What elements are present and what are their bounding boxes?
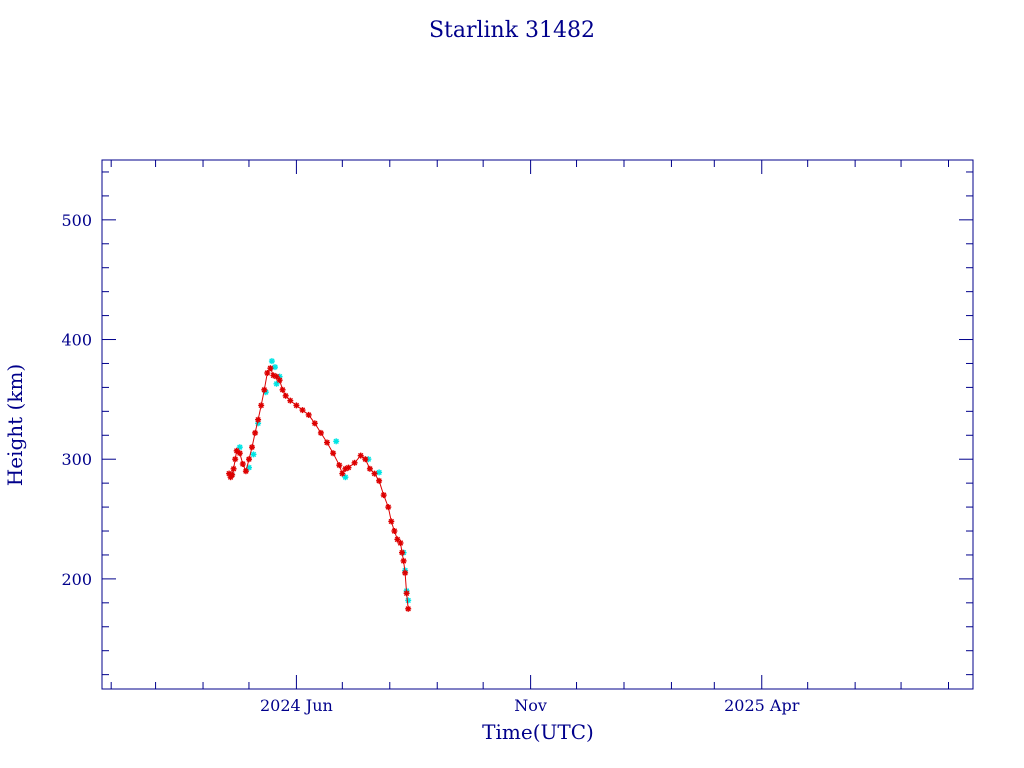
x-tick-label: 2024 Jun [260,696,333,715]
data-point [299,407,306,414]
data-point [357,452,364,459]
data-point [250,451,257,458]
data-point [351,459,358,466]
data-point [399,549,405,556]
ticks-layer: 200 300 400 500 2024 Jun Nov 2025 Apr [61,160,973,715]
series-2 [226,365,412,612]
data-point [268,358,275,365]
data-point [362,456,369,463]
data-point [345,464,352,471]
y-tick-label: 500 [61,211,92,230]
data-point [232,456,239,463]
data-point [242,468,249,475]
data-point [246,456,252,463]
y-axis-label: Height (km) [3,364,27,486]
data-point [330,450,337,457]
data-point [339,470,346,477]
data-point [239,461,246,467]
data-point [272,364,278,371]
data-point [403,590,410,597]
series-line [228,367,409,609]
data-point [267,365,274,372]
data-point [236,450,243,457]
data-point [336,462,343,469]
data-point [391,528,398,534]
data-point [385,504,392,511]
data-point [376,469,383,476]
data-point [252,429,259,436]
data-point [371,470,378,477]
data-point [264,370,271,376]
data-point [305,411,312,418]
y-tick-label: 400 [61,331,92,350]
plot-frame [101,159,974,690]
data-point [255,416,262,423]
data-point [311,420,318,427]
data-point [273,380,280,387]
data-point [282,392,289,399]
data-point [287,397,294,404]
data-point [402,569,409,576]
data-point [397,540,404,546]
y-tick-label: 200 [61,570,92,589]
data-point [366,465,373,472]
y-tick-label: 300 [61,450,92,469]
data-point [324,439,330,446]
data-point [261,386,268,393]
data-point [293,402,300,409]
data-point [249,444,255,451]
data-point [276,377,283,384]
chart-title: Starlink 31482 [429,18,595,43]
data-point [230,465,237,472]
data-point [380,492,387,499]
data-point [229,471,236,478]
data-point [405,597,412,604]
data-point [258,402,265,409]
x-tick-label: 2025 Apr [724,696,800,715]
series-layer [226,358,412,612]
data-point [400,557,407,564]
data-point [279,386,286,393]
series-1 [229,358,412,604]
data-point [317,429,324,436]
data-point [233,447,240,454]
data-point [333,438,340,445]
data-point [376,477,383,484]
data-point [405,605,412,612]
x-tick-label: Nov [514,696,547,715]
x-axis-label: Time(UTC) [482,720,594,744]
data-point [388,518,395,525]
